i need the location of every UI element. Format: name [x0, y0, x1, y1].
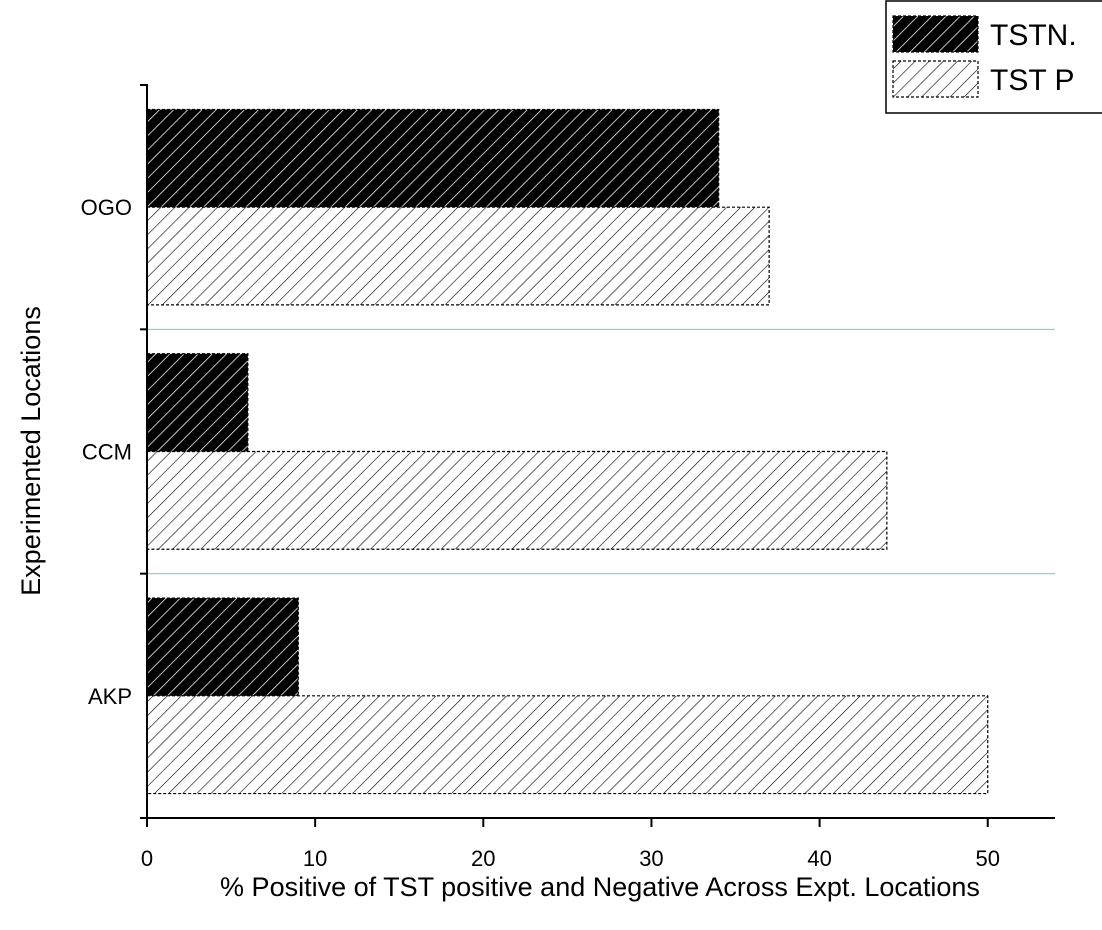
x-tick-label: 20: [471, 846, 495, 871]
x-tick-label: 50: [975, 846, 999, 871]
y-tick-label: AKP: [88, 684, 132, 709]
legend-swatch: [892, 15, 979, 53]
legend-label: TST P: [990, 64, 1074, 97]
bar: [146, 108, 720, 208]
x-tick-label: 10: [303, 846, 327, 871]
bar: [146, 206, 770, 306]
x-axis-label: % Positive of TST positive and Negative …: [220, 872, 980, 902]
y-tick-label: CCM: [82, 440, 132, 465]
bar: [146, 597, 299, 697]
bar: [146, 695, 989, 795]
bar: [146, 450, 888, 550]
x-tick-label: 40: [807, 846, 831, 871]
x-tick-label: 0: [141, 846, 153, 871]
y-axis-label: Experimented Locations: [16, 306, 46, 596]
bar: [146, 353, 249, 453]
y-tick-label: OGO: [81, 195, 132, 220]
legend-swatch: [892, 60, 979, 98]
legend-label: TSTN.: [990, 19, 1077, 52]
x-tick-label: 30: [639, 846, 663, 871]
